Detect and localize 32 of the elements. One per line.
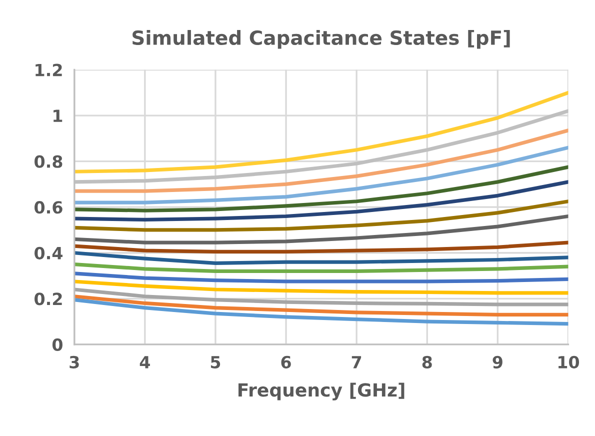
x-tick-label: 5 <box>210 356 220 368</box>
x-tick-label: 8 <box>422 356 432 368</box>
line-series <box>74 165 568 212</box>
line-series <box>74 240 568 254</box>
y-tick-label: 1.2 <box>36 64 62 76</box>
x-tick-label: 4 <box>140 356 150 368</box>
line-series <box>74 214 568 244</box>
y-tick-label: 0.4 <box>34 246 62 260</box>
x-tick-label: 6 <box>281 356 291 368</box>
x-tick-label: 10 <box>558 356 580 368</box>
line-series <box>74 128 568 193</box>
line-series <box>74 90 568 174</box>
x-tick-label: 3 <box>70 356 79 368</box>
y-tick-label: 0 <box>52 338 62 352</box>
y-tick-label: 0.2 <box>34 292 62 306</box>
line-series <box>74 280 568 295</box>
line-series <box>74 180 568 222</box>
line-series <box>74 200 568 232</box>
x-tick-label: 7 <box>352 356 362 368</box>
x-tick-label: 9 <box>492 356 502 368</box>
y-tick-label: 1 <box>54 110 62 122</box>
line-series <box>74 146 568 204</box>
line-series <box>74 251 568 265</box>
line-series <box>74 288 568 306</box>
chart-title: Simulated Capacitance States [pF] <box>132 30 510 49</box>
line-series <box>74 272 568 284</box>
line-series <box>74 294 568 316</box>
y-tick-label: 0.6 <box>34 201 62 214</box>
line-series <box>74 262 568 273</box>
x-axis-title: Frequency [GHz] <box>238 382 404 400</box>
line-series <box>74 298 568 326</box>
y-tick-label: 0.8 <box>34 155 62 168</box>
